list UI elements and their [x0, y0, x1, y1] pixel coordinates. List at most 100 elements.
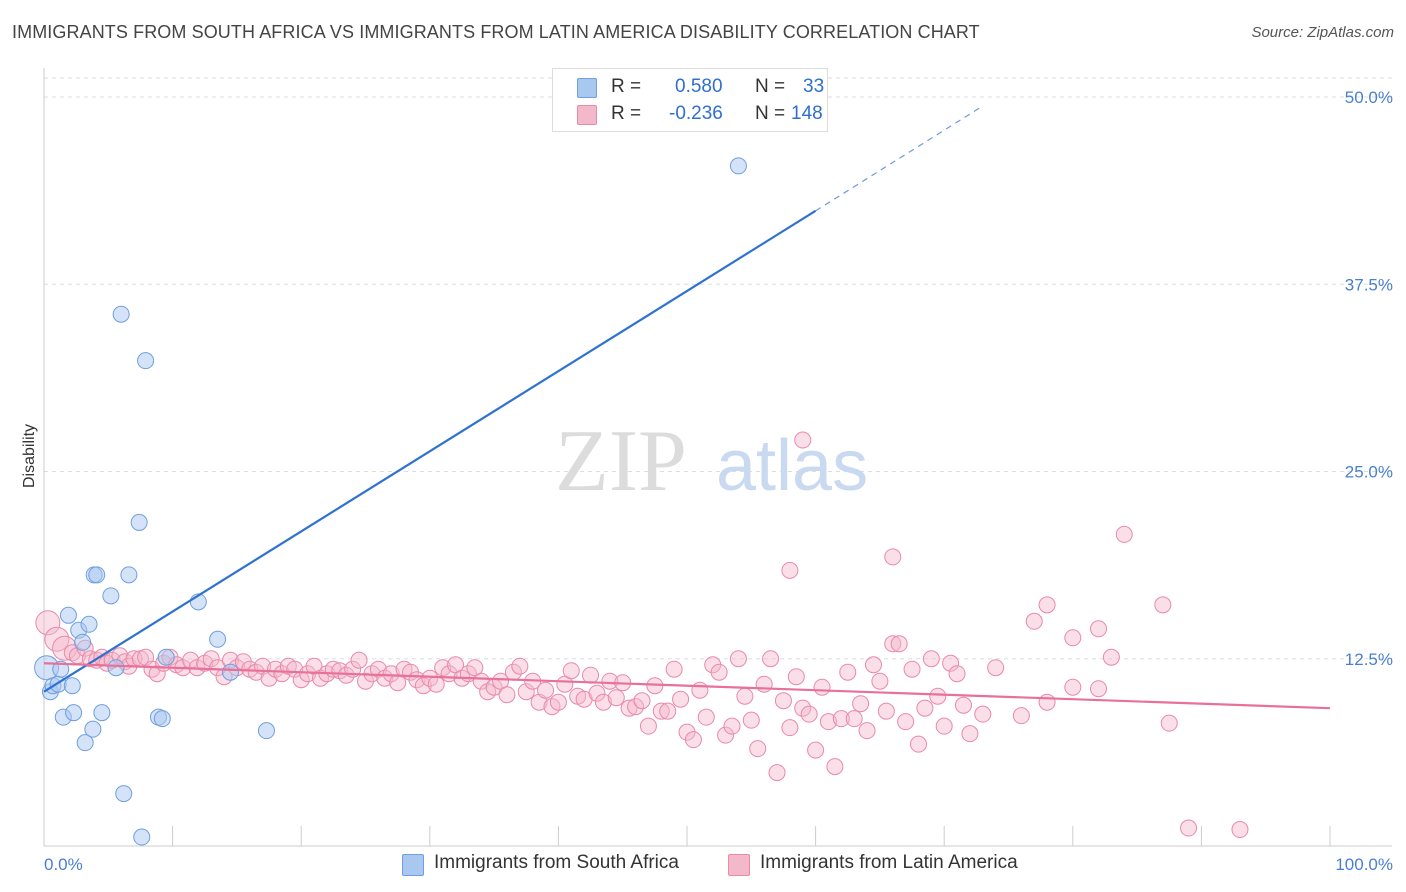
latin-america-point — [498, 686, 516, 704]
latin-america-point — [736, 687, 754, 705]
latin-america-point — [633, 692, 651, 710]
latin-america-point — [723, 717, 741, 735]
south-africa-point — [80, 615, 98, 633]
latin-america-point — [421, 669, 439, 687]
south-africa-point — [84, 720, 102, 738]
latin-america-point — [922, 650, 940, 668]
south-africa-point — [63, 677, 81, 695]
latin-america-point — [826, 758, 844, 776]
latin-america-point — [935, 717, 953, 735]
south-africa-point — [120, 566, 138, 584]
south-africa-point — [88, 566, 106, 584]
latin-america-point — [762, 650, 780, 668]
latin-america-point — [582, 666, 600, 684]
south-africa-point — [112, 305, 130, 323]
south-africa-point — [115, 785, 133, 803]
legend-r-value: 0.580 — [675, 76, 723, 97]
latin-america-point — [871, 672, 889, 690]
latin-america-point — [916, 699, 934, 717]
latin-america-point — [909, 735, 927, 753]
latin-america-point — [517, 683, 535, 701]
latin-america-point — [588, 684, 606, 702]
latin-america-point — [813, 678, 831, 696]
latin-america-point — [1160, 714, 1178, 732]
watermark-zip: ZIP — [555, 413, 687, 510]
latin-america-point — [749, 740, 767, 758]
latin-america-point — [787, 668, 805, 686]
latin-america-point — [665, 660, 683, 678]
latin-america-point — [382, 665, 400, 683]
latin-america-point — [1025, 612, 1043, 630]
latin-america-point — [1090, 620, 1108, 638]
south-africa-point — [93, 704, 111, 722]
bottom-legend-swatch-pink — [728, 854, 750, 876]
latin-america-point — [942, 654, 960, 672]
latin-america-point — [948, 665, 966, 683]
watermark: ZIP atlas — [555, 413, 868, 510]
latin-america-point — [742, 711, 760, 729]
latin-america-point — [684, 731, 702, 749]
latin-america-point — [858, 722, 876, 740]
legend-r-label: R = — [611, 103, 642, 124]
latin-america-point — [781, 719, 799, 737]
latin-america-point — [729, 650, 747, 668]
latin-america-trend-line — [43, 662, 1331, 710]
latin-america-point — [511, 657, 529, 675]
legend-swatch-pink — [577, 105, 597, 125]
south-africa-point — [209, 630, 227, 648]
latin-america-point — [877, 702, 895, 720]
legend-r-value: -0.236 — [669, 103, 723, 124]
latin-america-point — [884, 635, 902, 653]
latin-america-point — [819, 713, 837, 731]
south-africa-points — [34, 157, 747, 846]
latin-america-point — [929, 687, 947, 705]
bottom-legend-swatch-blue — [402, 854, 424, 876]
latin-america-point — [1180, 819, 1198, 837]
y-tick-label: 25.0% — [1345, 463, 1393, 482]
latin-america-point — [594, 693, 612, 711]
chart-title: IMMIGRANTS FROM SOUTH AFRICA VS IMMIGRAN… — [12, 22, 980, 42]
latin-america-point — [627, 698, 645, 716]
south-africa-point — [257, 722, 275, 740]
latin-america-point — [1090, 680, 1108, 698]
y-axis-label: Disability — [21, 424, 38, 488]
latin-america-point — [1038, 596, 1056, 614]
latin-america-point — [549, 693, 567, 711]
latin-america-point — [659, 702, 677, 720]
x-tick-label: 100.0% — [1335, 855, 1393, 874]
legend-n-value: 148 — [791, 103, 823, 124]
latin-america-point — [350, 651, 368, 669]
south-africa-point — [137, 352, 155, 370]
latin-america-point — [652, 702, 670, 720]
source-label: Source: ZipAtlas.com — [1251, 24, 1394, 41]
latin-america-point — [1012, 707, 1030, 725]
latin-america-point — [974, 705, 992, 723]
south-africa-point — [107, 659, 125, 677]
latin-america-point — [562, 662, 580, 680]
latin-america-point — [884, 548, 902, 566]
latin-america-point — [672, 690, 690, 708]
south-africa-trend-extension — [815, 105, 984, 212]
south-africa-point — [74, 633, 92, 651]
latin-america-point — [691, 681, 709, 699]
tick-labels: 12.5% 25.0% 37.5% 50.0% 0.0% 100.0% — [44, 88, 1393, 874]
south-africa-point — [133, 828, 151, 846]
legend-n-value: 33 — [803, 76, 825, 97]
latin-america-point — [755, 675, 773, 693]
latin-america-point — [800, 705, 818, 723]
trend-lines — [43, 105, 1331, 710]
grid-lines — [44, 77, 1392, 660]
y-tick-label: 50.0% — [1345, 88, 1393, 107]
legend-r-label: R = — [611, 76, 642, 97]
latin-america-point — [890, 635, 908, 653]
latin-america-point — [607, 689, 625, 707]
south-africa-point — [76, 734, 94, 752]
latin-america-point — [852, 695, 870, 713]
latin-america-point — [639, 717, 657, 735]
south-africa-trend-line — [43, 209, 817, 693]
latin-america-point — [864, 656, 882, 674]
x-tick-label: 0.0% — [44, 855, 83, 874]
south-africa-point — [52, 660, 70, 678]
latin-america-point — [1064, 678, 1082, 696]
latin-america-point — [1154, 596, 1172, 614]
